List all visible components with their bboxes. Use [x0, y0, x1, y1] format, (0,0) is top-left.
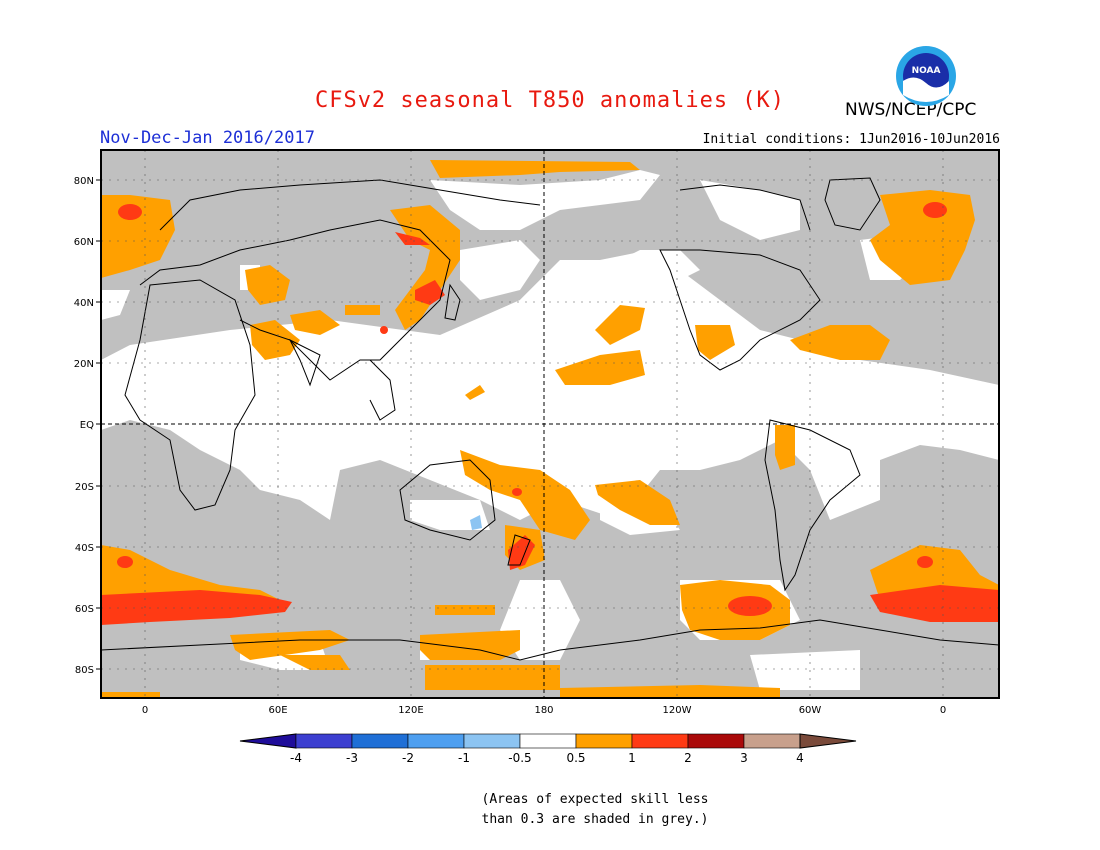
colorbar-tick-label: 0.5 — [566, 751, 585, 765]
colorbar-tick-label: 3 — [740, 751, 748, 765]
colorbar-swatch — [463, 733, 521, 749]
lon-label: 180 — [534, 705, 553, 716]
noaa-logo: NOAA — [896, 46, 956, 106]
colorbar-swatch — [295, 733, 353, 749]
colorbar-tick-label: 1 — [628, 751, 636, 765]
lat-label: 20S — [75, 482, 94, 493]
lon-label: 0 — [142, 705, 148, 716]
colorbar-tick-label: -2 — [402, 751, 414, 765]
lat-label: 80S — [75, 665, 94, 676]
colorbar-swatch — [743, 733, 801, 749]
lat-label: EQ — [80, 420, 94, 431]
latitude-labels: 80N 60N 40N 20N EQ 20S 40S 60S 80S — [74, 176, 101, 676]
lon-label: 60E — [268, 705, 287, 716]
colorbar-tick-label: -0.5 — [508, 751, 531, 765]
colorbar-tick-label: -4 — [290, 751, 302, 765]
lat-label: 60N — [74, 237, 94, 248]
colorbar-swatch — [351, 733, 409, 749]
coastlines — [100, 177, 1000, 661]
colorbar-swatch — [631, 733, 689, 749]
cool-anomaly-0p5-1 — [470, 515, 482, 530]
lon-label: 120E — [398, 705, 423, 716]
chart-title: CFSv2 seasonal T850 anomalies (K) — [314, 88, 786, 113]
lon-label: 120W — [663, 705, 692, 716]
colorbar-tick-label: 2 — [684, 751, 692, 765]
colorbar-lower-arrow — [239, 733, 297, 749]
colorbar-upper-arrow — [799, 733, 857, 749]
colorbar-swatch — [687, 733, 745, 749]
agency-label: NWS/NCEP/CPC — [845, 100, 977, 120]
lat-label: 80N — [74, 176, 94, 187]
footnote-line2: than 0.3 are shaded in grey.) — [481, 812, 709, 827]
lat-label: 40S — [75, 543, 94, 554]
lat-label: 60S — [75, 604, 94, 615]
lat-label: 20N — [74, 359, 94, 370]
forecast-period: Nov-Dec-Jan 2016/2017 — [100, 128, 315, 148]
longitude-labels: 0 60E 120E 180 120W 60W 0 — [142, 705, 946, 716]
logo-text: NOAA — [912, 66, 941, 76]
colorbar: -4 -3 -2 -1 -0.5 0.5 1 2 3 4 — [239, 733, 857, 765]
colorbar-tick-label: -1 — [458, 751, 470, 765]
initial-conditions: Initial conditions: 1Jun2016-10Jun2016 — [702, 132, 1000, 147]
lon-label: 60W — [799, 705, 822, 716]
colorbar-swatch — [519, 733, 577, 749]
footnote-line1: (Areas of expected skill less — [481, 792, 709, 807]
lat-label: 40N — [74, 298, 94, 309]
colorbar-swatch — [575, 733, 633, 749]
colorbar-tick-label: 4 — [796, 751, 804, 765]
warm-anomaly-1-2 — [101, 202, 999, 625]
colorbar-swatch — [407, 733, 465, 749]
lon-label: 0 — [940, 705, 946, 716]
colorbar-tick-label: -3 — [346, 751, 358, 765]
